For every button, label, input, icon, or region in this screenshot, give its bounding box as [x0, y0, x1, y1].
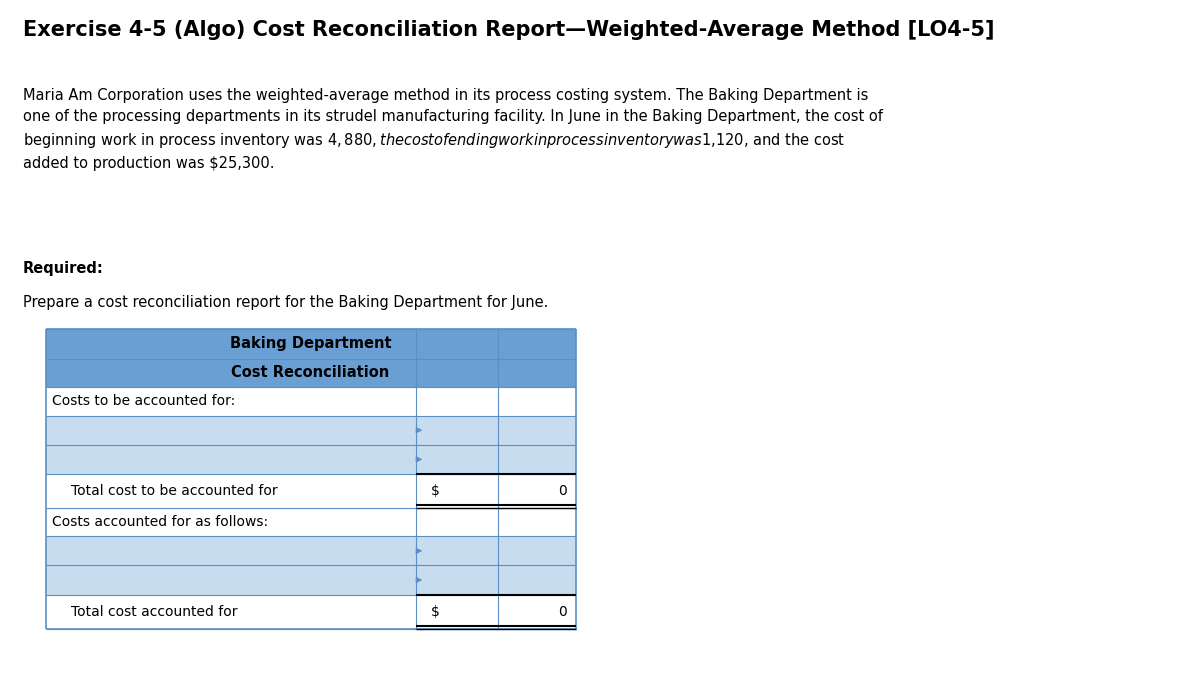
Text: 0: 0	[558, 484, 566, 498]
Text: Total cost accounted for: Total cost accounted for	[71, 605, 238, 618]
Bar	[416, 595, 498, 629]
Polygon shape	[416, 548, 421, 554]
Bar	[46, 416, 416, 445]
Bar	[46, 359, 576, 387]
Text: Exercise 4-5 (Algo) Cost Reconciliation Report—Weighted-Average Method [LO4-5]: Exercise 4-5 (Algo) Cost Reconciliation …	[23, 20, 995, 40]
Text: Required:: Required:	[23, 261, 103, 276]
Bar	[416, 565, 576, 595]
Bar	[46, 445, 416, 474]
Text: Costs accounted for as follows:: Costs accounted for as follows:	[53, 515, 269, 529]
Bar	[46, 536, 416, 565]
Bar	[416, 445, 576, 474]
Bar	[416, 387, 576, 416]
Text: $: $	[431, 484, 439, 498]
Text: Cost Reconciliation: Cost Reconciliation	[232, 365, 390, 380]
Bar	[46, 508, 416, 536]
Bar	[498, 474, 576, 508]
Bar	[46, 565, 416, 595]
Bar	[498, 595, 576, 629]
Bar	[46, 474, 416, 508]
Bar	[416, 536, 576, 565]
Text: Maria Am Corporation uses the weighted-average method in its process costing sys: Maria Am Corporation uses the weighted-a…	[23, 88, 883, 171]
Bar	[416, 508, 576, 536]
Bar	[416, 474, 498, 508]
Polygon shape	[416, 456, 421, 462]
Text: Prepare a cost reconciliation report for the Baking Department for June.: Prepare a cost reconciliation report for…	[23, 295, 548, 310]
Text: 0: 0	[558, 605, 566, 618]
Bar	[46, 595, 416, 629]
Bar	[46, 329, 576, 359]
Text: Baking Department: Baking Department	[230, 336, 391, 351]
Text: $: $	[431, 605, 439, 618]
Polygon shape	[416, 427, 421, 433]
Bar	[46, 387, 416, 416]
Polygon shape	[416, 577, 421, 583]
Text: Total cost to be accounted for: Total cost to be accounted for	[71, 484, 277, 498]
Bar	[416, 416, 576, 445]
Text: Costs to be accounted for:: Costs to be accounted for:	[53, 395, 235, 408]
